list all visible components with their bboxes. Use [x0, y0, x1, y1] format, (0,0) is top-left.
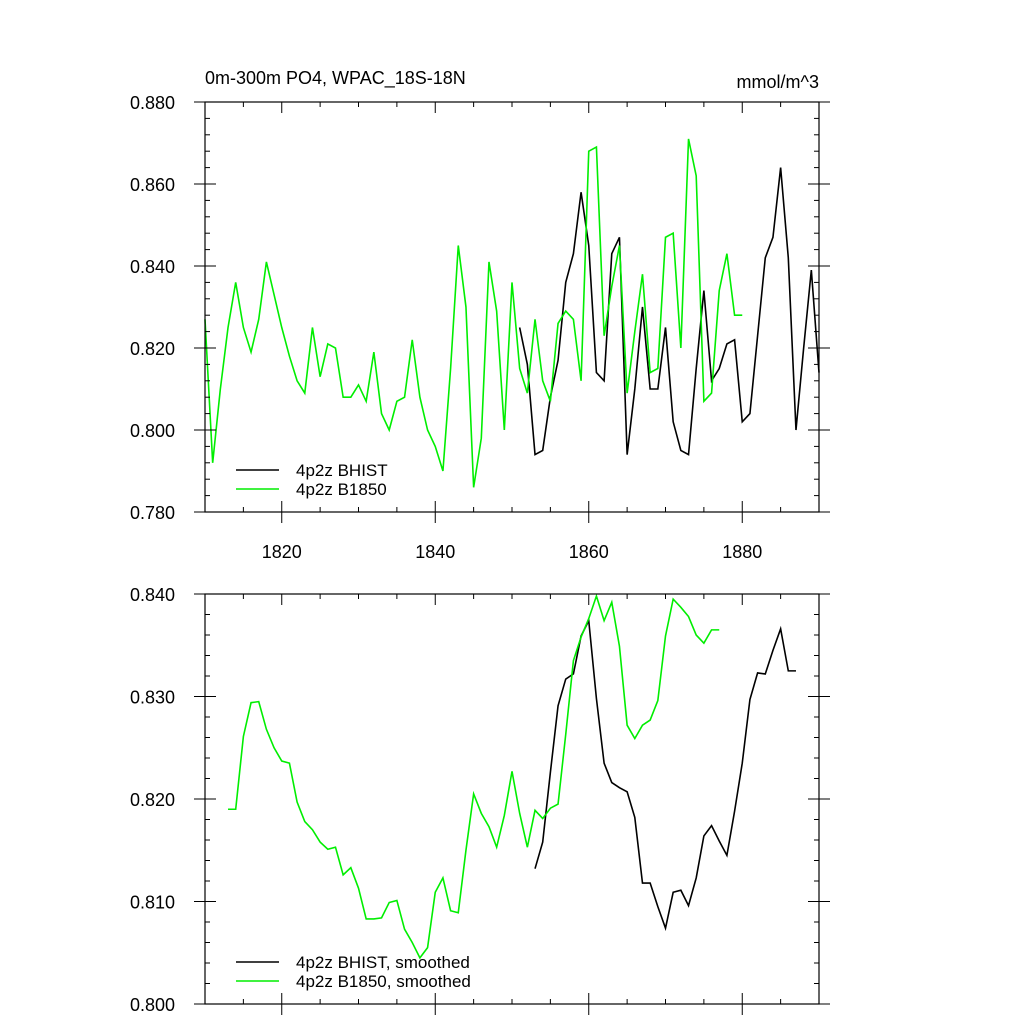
x-tick-label: 1840: [415, 542, 455, 562]
x-tick-label: 1880: [722, 542, 762, 562]
series-line-bhist-top: [518, 167, 820, 456]
chart-title: 0m-300m PO4, WPAC_18S-18N: [205, 68, 466, 89]
x-tick-label: 1860: [569, 542, 609, 562]
y-tick-label: 0.800: [130, 995, 175, 1015]
y-tick-label: 0.840: [130, 585, 175, 605]
series-line-b1850-top: [204, 138, 743, 488]
top-panel: 1820 1840 1860 1880 0.780 0.800 0.820 0.840 0.86…: [130, 68, 830, 562]
bottom-panel: 0.800 0.810 0.820 0.830 0.840 4p2z BHIST, smo…: [130, 585, 830, 1015]
y-tick-label: 0.810: [130, 893, 175, 913]
series-line-b1850-bottom: [228, 593, 720, 960]
legend-label: 4p2z B1850: [296, 480, 387, 499]
y-tick-label: 0.830: [130, 688, 175, 708]
y-tick-label: 0.840: [130, 257, 175, 277]
plot-frame: [204, 101, 820, 513]
x-tick-label: 1820: [262, 542, 302, 562]
series-line-bhist-bottom: [534, 617, 796, 932]
y-tick-label: 0.800: [130, 421, 175, 441]
y-tick-label: 0.780: [130, 503, 175, 523]
y-tick-label: 0.820: [130, 339, 175, 359]
y-tick-label: 0.820: [130, 790, 175, 810]
y-tick-label: 0.880: [130, 93, 175, 113]
y-tick-label: 0.860: [130, 175, 175, 195]
units-label: mmol/m^3: [737, 72, 819, 92]
legend-label: 4p2z B1850, smoothed: [296, 972, 471, 991]
legend-label: 4p2z BHIST, smoothed: [296, 953, 470, 972]
legend-label: 4p2z BHIST: [296, 461, 388, 480]
